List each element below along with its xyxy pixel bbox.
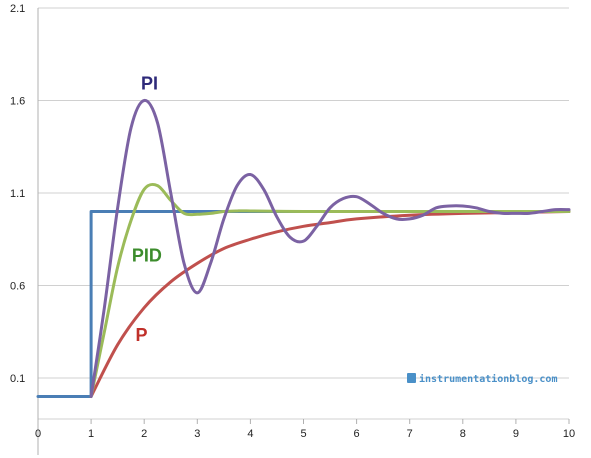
axes: 0.1 0.6 1.1 1.6 2.1 0 1 2 3 4 5 6 7 8 9 10 <box>10 3 575 455</box>
series-line-setpoint <box>36 210 571 398</box>
x-tick-label: 3 <box>194 428 200 440</box>
x-tick-label: 10 <box>563 428 575 440</box>
x-tick-label: 0 <box>35 428 41 440</box>
series-line-pid <box>89 182 571 398</box>
y-tick-label: 1.6 <box>10 96 25 108</box>
x-tick-label: 1 <box>88 428 94 440</box>
x-tick-label: 8 <box>460 428 466 440</box>
watermark: instrumentationblog.com <box>407 373 557 385</box>
series-label-p: P <box>136 325 148 345</box>
y-tick-label: 0.6 <box>10 281 25 293</box>
x-tick-label: 7 <box>407 428 413 440</box>
y-tick-label: 0.1 <box>10 373 25 385</box>
y-tick-label: 2.1 <box>10 3 25 15</box>
x-tick-label: 4 <box>247 428 253 440</box>
x-tick-label: 2 <box>141 428 147 440</box>
series-label-pid: PID <box>132 245 162 265</box>
series-label-pi: PI <box>141 73 158 93</box>
x-tick-label: 5 <box>300 428 306 440</box>
watermark-text: instrumentationblog.com <box>419 373 557 385</box>
y-tick-label: 1.1 <box>10 188 25 200</box>
x-tick-label: 9 <box>513 428 519 440</box>
series-line-pi <box>89 98 571 398</box>
x-tick-label: 6 <box>354 428 360 440</box>
series-labels: PI PID P <box>132 73 162 345</box>
grid-lines <box>38 7 569 379</box>
series-line-p <box>89 210 571 398</box>
data-series <box>36 98 571 398</box>
watermark-logo-icon <box>407 373 416 383</box>
